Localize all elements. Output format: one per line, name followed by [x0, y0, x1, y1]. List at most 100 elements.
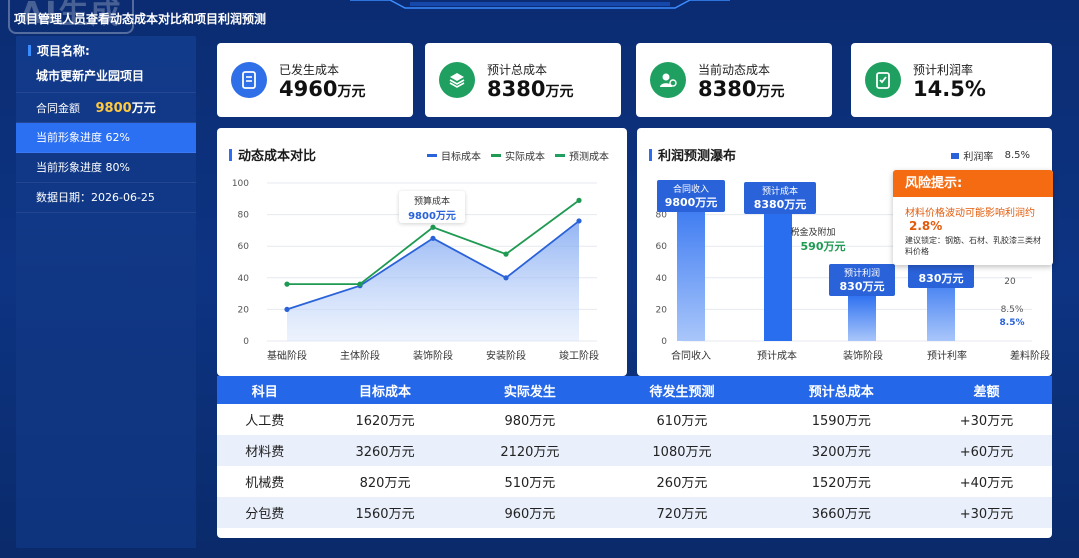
project-name: 城市更新产业园项目 [16, 59, 196, 93]
table-cell: 510万元 [504, 476, 556, 491]
bar-value: 9800万元 [665, 196, 718, 209]
risk-alert-box: 风险提示: 材料价格波动可能影响利润约 2.8% 建议锁定：钢筋、石材、乳胶漆三… [893, 170, 1053, 265]
x-tick-label: 安装阶段 [486, 349, 526, 362]
bar-label: 合同收入 [673, 183, 709, 195]
kpi-label: 当前动态成本 [698, 63, 771, 77]
legend-label-actual: 实际成本 [505, 152, 545, 163]
actual-cost-point [284, 281, 290, 287]
target-cost-point [576, 218, 582, 224]
table-row[interactable]: 分包费 1560万元 960万元 720万元 3660万元 +30万元 [217, 497, 1052, 528]
kpi-card-estimated-total-cost[interactable]: 预计总成本 8380万元 [425, 43, 621, 117]
bar-value: 830万元 [919, 272, 964, 285]
table-cell: 人工费 [245, 414, 285, 429]
table-cell: 分包费 [217, 497, 313, 528]
legend-label-forecast: 预测成本 [569, 152, 609, 163]
x-tick-label: 差料阶段 [1010, 349, 1050, 362]
contract-amount-value: 9800 [95, 101, 132, 116]
budget-annotation-label: 预算成本 [413, 197, 450, 207]
actual-cost-point [503, 251, 509, 257]
kpi-card-profit-rate[interactable]: 预计利润率 14.5% [851, 43, 1052, 117]
table-cell: 1590万元 [811, 414, 871, 429]
x-tick-label: 预计利率 [927, 349, 967, 362]
side-label: 8.5% [1000, 318, 1025, 328]
table-row[interactable]: 机械费 820万元 510万元 260万元 1520万元 +40万元 [217, 466, 1052, 497]
budget-annotation-value: 9800万元 [408, 211, 456, 222]
project-name-label: 项目名称: [16, 36, 196, 59]
table-cell: 1520万元 [811, 476, 871, 491]
y-tick-label: 80 [656, 211, 668, 221]
y-tick-label: 80 [238, 211, 250, 221]
kpi-value: 8380万元 [487, 77, 573, 101]
target-cost-point [503, 275, 509, 281]
risk-alert-text: 材料价格波动可能影响利润约 [905, 208, 1035, 219]
table-cell: 3660万元 [761, 497, 921, 528]
cost-chart-title: 动态成本对比 [229, 145, 316, 164]
bar-label: 预计成本 [762, 185, 798, 197]
sidebar: 项目名称: 城市更新产业园项目 合同金额 9800万元 当前形象进度 62% 当… [16, 36, 196, 548]
legend-value-profit-rate: 8.5% [1004, 150, 1030, 161]
table-cell: +30万元 [959, 414, 1014, 429]
table-cell: 1080万元 [602, 435, 762, 466]
actual-cost-point [357, 281, 363, 287]
y-tick-label: 60 [656, 242, 668, 252]
cost-comparison-panel: 动态成本对比 目标成本 实际成本 预测成本 0 20 40 60 80 100 基础阶段 主体… [217, 128, 627, 376]
side-label: 8.5% [1001, 305, 1024, 315]
col-header-actual[interactable]: 实际发生 [503, 384, 556, 400]
table-cell: 1560万元 [312, 497, 458, 528]
table-row[interactable]: 人工费 1620万元 980万元 610万元 1590万元 +30万元 [217, 404, 1052, 435]
table-cell: 960万元 [457, 497, 603, 528]
y-tick-label: 20 [656, 305, 668, 315]
sidebar-item-progress-62[interactable]: 当前形象进度 62% [16, 123, 196, 153]
contract-amount-unit: 万元 [131, 101, 156, 115]
bar-value: 830万元 [840, 280, 885, 293]
kpi-card-incurred-cost[interactable]: 已发生成本 4960万元 [217, 43, 413, 117]
table-cell: 机械费 [245, 476, 285, 491]
waterfall-bar [848, 293, 876, 341]
kpi-number: 8380 [487, 77, 546, 101]
y-tick-label: 40 [656, 274, 668, 284]
person-money-icon [650, 62, 686, 98]
profit-chart-legend: 利润率 8.5% [951, 148, 1030, 163]
contract-amount-row: 合同金额 9800万元 [16, 93, 196, 123]
document-icon [231, 62, 267, 98]
risk-alert-title: 风险提示: [893, 170, 1053, 197]
cost-line-chart: 0 20 40 60 80 100 基础阶段 主体阶段 装饰阶段 安装阶段 竣工阶段 [232, 179, 599, 362]
table-cell: 3200万元 [761, 435, 921, 466]
kpi-card-dynamic-cost[interactable]: 当前动态成本 8380万元 [636, 43, 832, 117]
x-tick-label: 基础阶段 [267, 349, 307, 362]
table-cell: 2120万元 [457, 435, 603, 466]
bar-label: 预计利润 [844, 267, 880, 279]
risk-alert-percent: 2.8% [909, 219, 943, 233]
budget-annotation: 预算成本 9800万元 [399, 191, 465, 223]
col-header-pending-forecast[interactable]: 待发生预测 [649, 384, 715, 400]
legend-label-profit-rate: 利润率 [963, 152, 994, 163]
y-tick-label: 40 [238, 274, 250, 284]
x-tick-label: 主体阶段 [340, 349, 380, 362]
kpi-label: 已发生成本 [279, 63, 340, 77]
col-header-subject[interactable]: 科目 [251, 384, 278, 400]
table-row[interactable]: 材料费 3260万元 2120万元 1080万元 3200万元 +60万元 [217, 435, 1052, 466]
table-cell: 材料费 [217, 435, 313, 466]
header-decoration [350, 0, 730, 9]
table-cell: 720万元 [602, 497, 762, 528]
bar-value-box [744, 182, 816, 214]
col-header-estimated-total[interactable]: 预计总成本 [808, 384, 874, 400]
x-tick-label: 装饰阶段 [413, 349, 453, 362]
sidebar-item-progress-80[interactable]: 当前形象进度 80% [16, 153, 196, 183]
kpi-value: 4960万元 [279, 77, 365, 101]
col-header-target-cost[interactable]: 目标成本 [359, 384, 412, 400]
legend-item-forecast: 预测成本 [555, 148, 609, 163]
kpi-number: 14.5% [913, 77, 986, 101]
data-date: 数据日期：2026-06-25 [16, 183, 196, 213]
y-tick-label: 0 [243, 337, 249, 347]
target-cost-point [284, 306, 290, 312]
target-cost-point [430, 235, 436, 241]
page-title: 项目管理人员查看动态成本对比和项目利润预测 [14, 12, 267, 26]
kpi-unit: 万元 [545, 84, 574, 100]
table-header-row: 科目 目标成本 实际发生 待发生预测 预计总成本 差额 [217, 376, 1052, 404]
table-cell: 1620万元 [355, 414, 415, 429]
actual-cost-point [576, 197, 582, 203]
side-label: 20 [1004, 277, 1016, 287]
kpi-label: 预计总成本 [487, 63, 548, 77]
col-header-difference[interactable]: 差额 [973, 384, 1000, 400]
